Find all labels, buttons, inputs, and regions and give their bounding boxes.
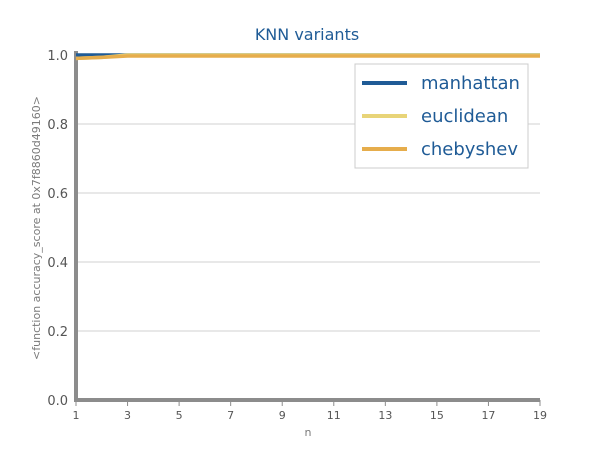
y-tick-label: 0.8: [47, 118, 68, 133]
x-tick-label: 13: [378, 409, 392, 422]
y-tick-label: 0.0: [47, 394, 68, 409]
x-tick-label: 5: [176, 409, 183, 422]
x-tick-label: 7: [227, 409, 234, 422]
legend-label-manhattan: manhattan: [421, 73, 520, 94]
y-axis-label: <function accuracy_score at 0x7f8860d491…: [30, 96, 43, 360]
legend-label-chebyshev: chebyshev: [421, 139, 518, 160]
legend: manhattan euclidean chebyshev: [354, 63, 529, 169]
axes: [74, 51, 541, 406]
y-tick-label: 0.4: [47, 256, 68, 271]
x-tick-label: 19: [533, 409, 547, 422]
x-tick-label: 15: [430, 409, 444, 422]
x-tick-label: 1: [73, 409, 80, 422]
x-tick-label: 11: [327, 409, 341, 422]
y-tick-label: 1.0: [47, 49, 68, 64]
legend-label-euclidean: euclidean: [421, 106, 508, 127]
x-tick-label: 17: [481, 409, 495, 422]
y-tick-label: 0.2: [47, 325, 68, 340]
y-tick-label: 0.6: [47, 187, 68, 202]
series-lines: [75, 53, 540, 61]
x-axis-label: n: [305, 426, 312, 439]
x-tick-label: 3: [124, 409, 131, 422]
y-tick-labels: 0.0 0.2 0.4 0.6 0.8 1.0: [47, 49, 68, 409]
x-tick-label: 9: [279, 409, 286, 422]
series-line-chebyshev: [75, 54, 540, 61]
x-tick-labels: 1 3 5 7 9 11 13 15 17 19: [73, 409, 548, 422]
chart-title: KNN variants: [255, 25, 359, 44]
